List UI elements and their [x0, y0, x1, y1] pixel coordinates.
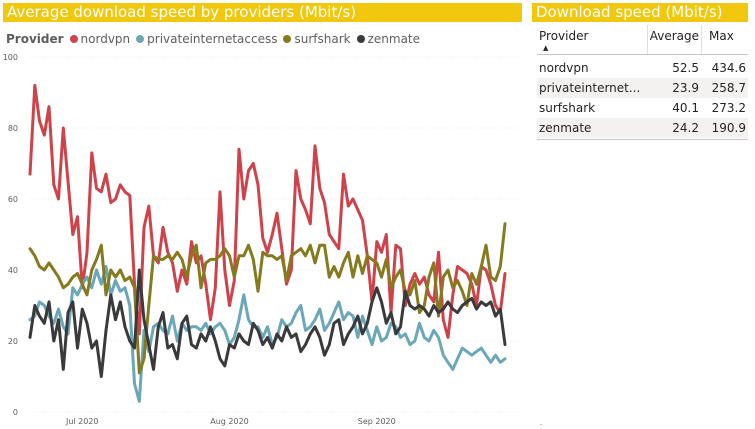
column-divider[interactable] — [647, 25, 648, 54]
cell-provider: privateinternet... — [539, 81, 641, 95]
legend-item-surfshark[interactable]: surfshark — [283, 31, 351, 47]
y-tick-label: 100 — [3, 53, 18, 62]
header-max[interactable]: Max — [709, 29, 734, 43]
cell-max: 258.7 — [711, 81, 746, 95]
column-divider[interactable] — [701, 25, 702, 54]
chart-legend: Provider nordvpn privateinternetaccess s… — [6, 31, 426, 47]
y-tick-label: 80 — [8, 124, 18, 133]
cell-max: 273.2 — [711, 101, 746, 115]
cell-provider: zenmate — [539, 121, 592, 135]
legend-title: Provider — [6, 32, 64, 46]
cell-max: 190.9 — [711, 121, 746, 135]
legend-item-privateinternetaccess[interactable]: privateinternetaccess — [136, 31, 277, 47]
header-average[interactable]: Average — [649, 29, 699, 43]
cell-average: 40.1 — [672, 101, 699, 115]
legend-label: zenmate — [367, 32, 421, 46]
x-tick-label: Jul 2020 — [65, 417, 99, 426]
line-chart[interactable]: 0 20 40 60 80 100 Jul 2020 Aug 2020 Sep 2020 — [0, 0, 530, 429]
legend-label: nordvpn — [80, 32, 131, 46]
cell-max: 434.6 — [711, 61, 746, 75]
cell-average: 24.2 — [672, 121, 699, 135]
table-footer-divider — [537, 139, 748, 140]
y-tick-label: 60 — [8, 195, 18, 204]
header-provider[interactable]: Provider — [539, 29, 589, 43]
x-tick-label: Sep 2020 — [358, 417, 396, 426]
cell-provider: nordvpn — [539, 61, 589, 75]
legend-label: privateinternetaccess — [147, 32, 278, 46]
cell-average: 52.5 — [672, 61, 699, 75]
resize-grip — [540, 424, 542, 425]
table-header: Provider Average Max ▲ — [537, 25, 748, 55]
y-tick-label: 0 — [13, 408, 18, 417]
legend-item-nordvpn[interactable]: nordvpn — [69, 31, 131, 47]
table-row[interactable]: surfshark 40.1 273.2 — [537, 98, 748, 118]
table-row[interactable]: zenmate 24.2 190.9 — [537, 118, 748, 138]
series-line-nordvpn[interactable] — [28, 83, 507, 339]
legend-dot-icon — [283, 35, 292, 43]
series-line-surfshark[interactable] — [28, 222, 507, 375]
x-tick-label: Aug 2020 — [210, 417, 249, 426]
table-row[interactable]: privateinternet... 23.9 258.7 — [537, 78, 748, 98]
y-tick-label: 40 — [8, 266, 18, 275]
y-tick-label: 20 — [8, 337, 18, 346]
legend-label: surfshark — [294, 32, 351, 46]
table-title: Download speed (Mbit/s) — [532, 3, 748, 22]
legend-item-zenmate[interactable]: zenmate — [356, 31, 421, 47]
table-row[interactable]: nordvpn 52.5 434.6 — [537, 58, 748, 78]
series-line-zenmate[interactable] — [28, 268, 507, 378]
legend-dot-icon — [136, 35, 145, 43]
cell-average: 23.9 — [672, 81, 699, 95]
speed-table: Provider Average Max ▲ nordvpn 52.5 434.… — [537, 25, 748, 140]
cell-provider: surfshark — [539, 101, 596, 115]
legend-dot-icon — [356, 35, 365, 43]
sort-ascending-icon: ▲ — [543, 44, 549, 52]
legend-dot-icon — [69, 35, 78, 43]
table-body: nordvpn 52.5 434.6 privateinternet... 23… — [537, 58, 748, 138]
chart-title: Average download speed by providers (Mbi… — [3, 3, 522, 22]
